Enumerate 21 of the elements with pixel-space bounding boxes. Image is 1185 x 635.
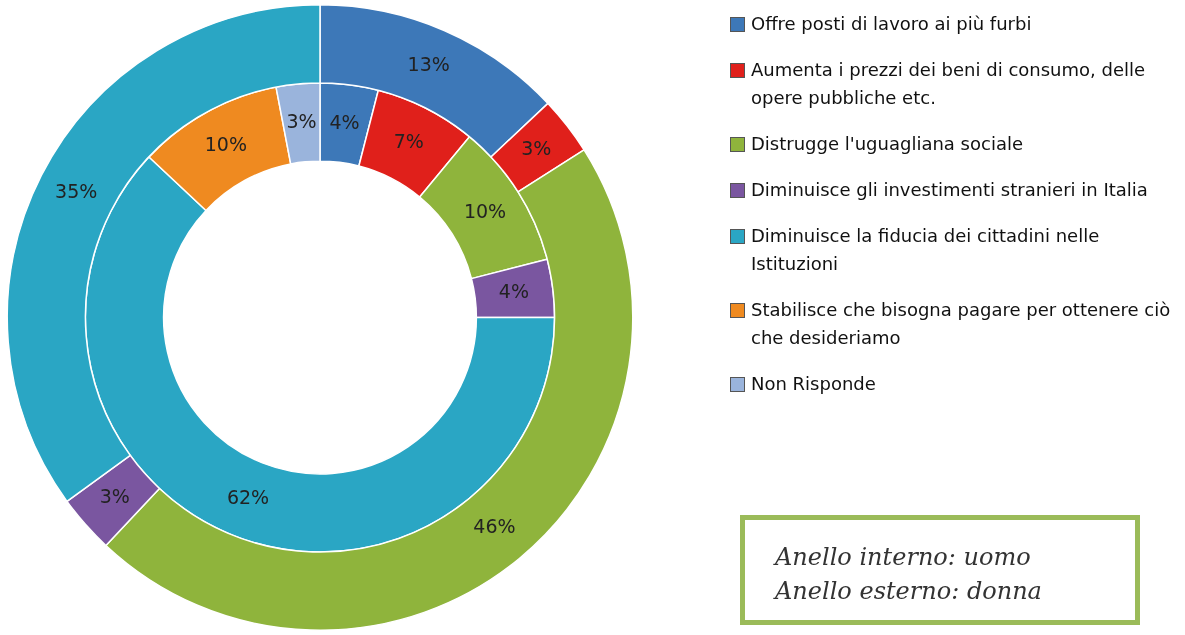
- text: Anello esterno: donna: [775, 576, 1043, 607]
- data-label: 46%: [473, 515, 516, 538]
- data-label: 35%: [55, 180, 98, 203]
- legend-label: Aumenta i prezzi dei beni di consumo, delle opere pubbliche etc.: [751, 58, 1147, 110]
- legend-label: Distrugge l'uguagliana sociale: [751, 132, 1023, 156]
- data-label: 10%: [463, 199, 507, 222]
- data-label: 3%: [286, 109, 317, 132]
- text: Anello interno: uomo: [775, 542, 1032, 573]
- legend-label: Stabilisce che bisogna pagare per ottenere ciò che desideriamo: [751, 298, 1172, 350]
- data-label: 3%: [99, 485, 130, 508]
- legend-label: Diminuisce la fiducia dei cittadini nelle Istituzioni: [751, 224, 1101, 276]
- data-label: 4%: [498, 279, 530, 302]
- legend-label: Non Risponde: [751, 372, 876, 396]
- data-label: 13%: [407, 53, 450, 76]
- data-label: 62%: [226, 486, 270, 509]
- legend-label: Diminuisce gli investimenti stranieri in Italia: [751, 178, 1148, 202]
- data-label: 4%: [329, 110, 360, 133]
- data-label: 7%: [393, 130, 424, 153]
- data-label: 3%: [521, 136, 552, 159]
- legend-label: Offre posti di lavoro ai più furbi: [751, 12, 1032, 36]
- data-label: 10%: [204, 133, 247, 156]
